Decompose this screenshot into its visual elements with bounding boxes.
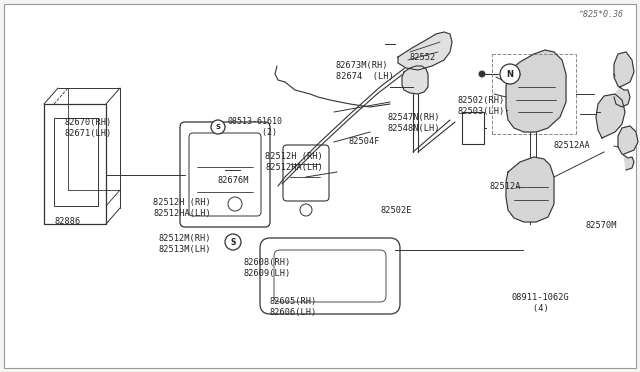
Text: 82504F: 82504F <box>349 137 380 146</box>
Bar <box>44 104 106 224</box>
Text: 82676M: 82676M <box>218 176 249 185</box>
Text: 82547N(RH)
82548N(LH): 82547N(RH) 82548N(LH) <box>387 113 440 133</box>
Bar <box>462 112 484 144</box>
Text: 82512H (RH)
82512HA(LH): 82512H (RH) 82512HA(LH) <box>266 152 323 172</box>
Circle shape <box>211 120 225 134</box>
Text: 82886: 82886 <box>54 217 81 226</box>
Circle shape <box>225 234 241 250</box>
Text: S: S <box>216 124 221 130</box>
Text: ^825*0.36: ^825*0.36 <box>579 10 624 19</box>
Text: 82502E: 82502E <box>381 206 412 215</box>
Circle shape <box>500 64 520 84</box>
Text: 08911-1062G
    (4): 08911-1062G (4) <box>512 293 570 313</box>
Polygon shape <box>506 157 554 222</box>
Text: 82502(RH)
82503(LH): 82502(RH) 82503(LH) <box>458 96 505 116</box>
Polygon shape <box>596 94 625 138</box>
Text: 82512AA: 82512AA <box>554 141 590 150</box>
Text: 82512A: 82512A <box>490 182 521 190</box>
Text: 08513-61610
       (2): 08513-61610 (2) <box>227 117 282 137</box>
Polygon shape <box>618 126 638 170</box>
Text: 82512M(RH)
82513M(LH): 82512M(RH) 82513M(LH) <box>159 234 211 254</box>
Text: 82608(RH)
82609(LH): 82608(RH) 82609(LH) <box>244 258 291 278</box>
Text: 82570M: 82570M <box>586 221 617 230</box>
Text: 82673M(RH)
82674  (LH): 82673M(RH) 82674 (LH) <box>336 61 394 81</box>
Circle shape <box>479 71 485 77</box>
Text: 82552: 82552 <box>409 53 436 62</box>
Bar <box>54 118 98 206</box>
Text: 82605(RH)
82606(LH): 82605(RH) 82606(LH) <box>269 297 317 317</box>
Text: 82670(RH)
82671(LH): 82670(RH) 82671(LH) <box>65 118 112 138</box>
Text: S: S <box>230 237 236 247</box>
Polygon shape <box>398 32 452 70</box>
Polygon shape <box>402 66 428 94</box>
Polygon shape <box>614 52 634 107</box>
Polygon shape <box>506 50 566 132</box>
Text: N: N <box>506 70 513 78</box>
Text: 82512H (RH)
82512HA(LH): 82512H (RH) 82512HA(LH) <box>154 198 211 218</box>
